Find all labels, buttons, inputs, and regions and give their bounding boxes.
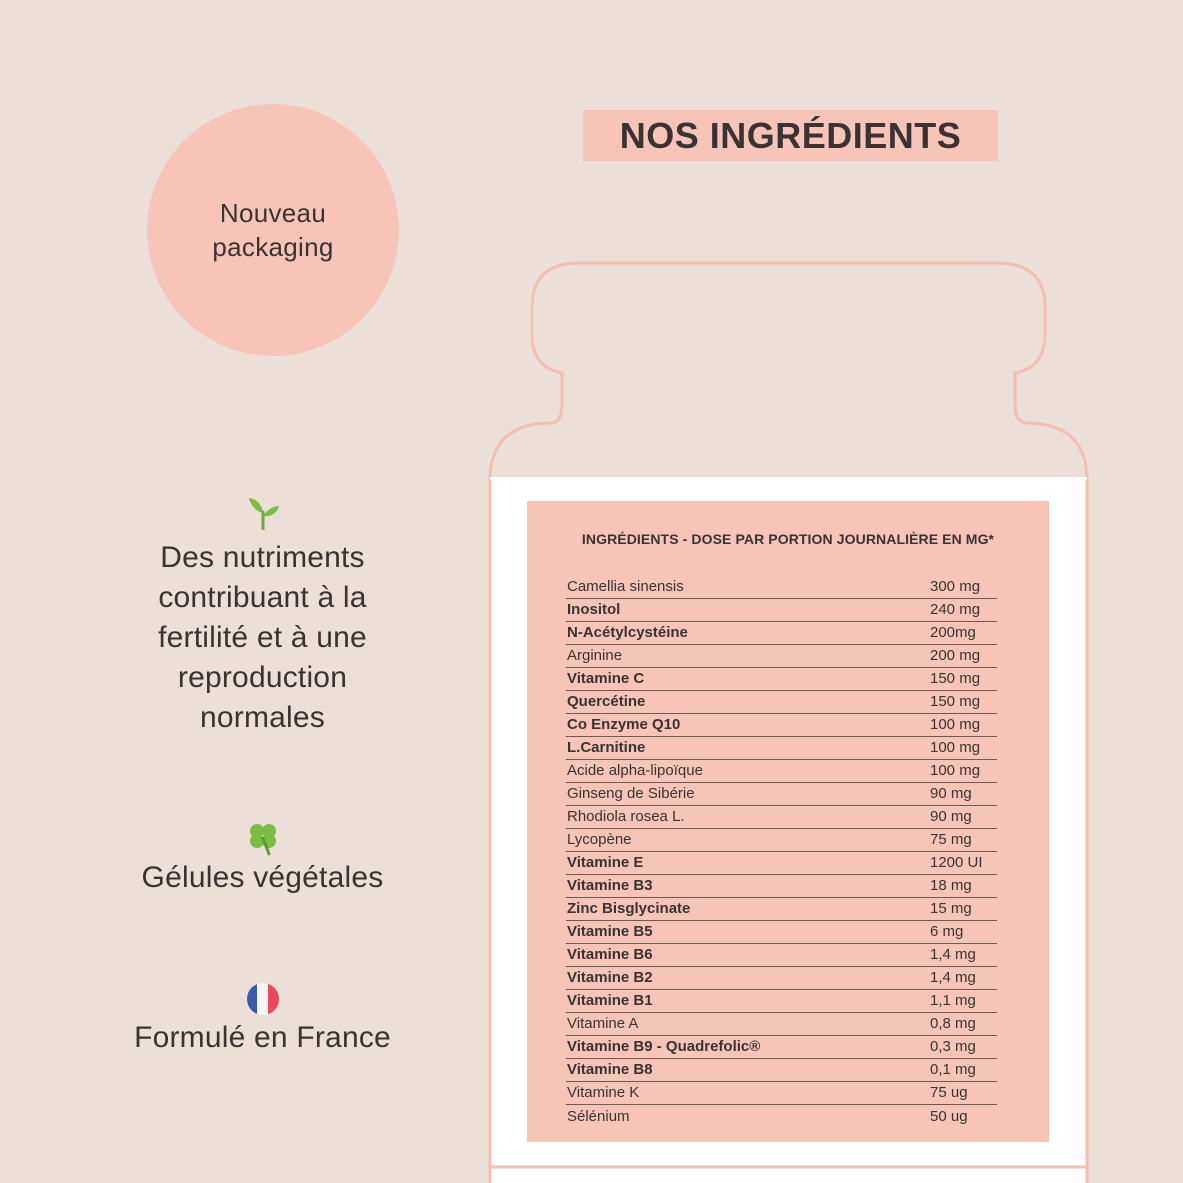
ingredient-row: Acide alpha-lipoïque 100 mg (566, 761, 997, 783)
ingredient-name: Vitamine B3 (567, 877, 653, 894)
ingredient-dose: 200 mg (930, 647, 981, 664)
ingredient-row: Rhodiola rosea L. 90 mg (566, 807, 997, 829)
ingredient-row: Vitamine A 0,8 mg (566, 1014, 997, 1036)
sprout-icon (248, 498, 279, 530)
ingredient-dose: 18 mg (930, 877, 972, 894)
ingredient-name: Vitamine B9 - Quadrefolic® (567, 1038, 761, 1055)
ingredient-name: Vitamine C (567, 670, 645, 687)
ingredient-name: Vitamine B2 (567, 969, 653, 986)
feature-nutrients-line-5: normales (200, 701, 325, 734)
ingredient-row: Zinc Bisglycinate 15 mg (566, 899, 997, 921)
ingredient-dose: 150 mg (930, 693, 981, 710)
ingredient-row: Vitamine C 150 mg (566, 669, 997, 691)
ingredient-row: Vitamine B5 6 mg (566, 922, 997, 944)
ingredient-row: Arginine 200 mg (566, 646, 997, 668)
ingredient-dose: 240 mg (930, 601, 981, 618)
ingredient-dose: 1,4 mg (930, 969, 976, 986)
ingredient-name: Quercétine (567, 693, 646, 710)
feature-made-in-france-text: Formulé en France (134, 1021, 391, 1054)
france-flag-icon (246, 983, 279, 1015)
feature-nutrients: Des nutriments contribuant à la fertilit… (90, 492, 435, 738)
feature-nutrients-line-4: reproduction (177, 661, 348, 694)
ingredient-row: Lycopène 75 mg (566, 830, 997, 852)
badge-line-1: Nouveau (219, 198, 327, 228)
ingredient-row: Vitamine B2 1,4 mg (566, 968, 997, 990)
ingredient-dose: 0,8 mg (930, 1015, 976, 1032)
ingredient-name: Vitamine B6 (567, 946, 653, 963)
ingredient-name: Inositol (567, 601, 621, 618)
ingredient-dose: 100 mg (930, 716, 981, 733)
clover-icon (249, 824, 276, 856)
ingredient-row: Vitamine B1 1,1 mg (566, 991, 997, 1013)
ingredient-name: Sélénium (567, 1108, 630, 1125)
ingredient-row: Quercétine 150 mg (566, 692, 997, 714)
ingredient-name: Arginine (567, 647, 623, 664)
ingredient-row: Vitamine B8 0,1 mg (566, 1060, 997, 1082)
ingredient-name: Vitamine K (567, 1084, 640, 1101)
ingredient-row: Vitamine B3 18 mg (566, 876, 997, 898)
ingredient-name: Acide alpha-lipoïque (567, 762, 703, 779)
ingredient-dose: 90 mg (930, 808, 972, 825)
ingredient-name: N-Acétylcystéine (567, 624, 688, 641)
ingredient-name: Vitamine B8 (567, 1061, 653, 1078)
ingredient-name: Ginseng de Sibérie (567, 785, 695, 802)
ingredient-name: Vitamine E (567, 854, 644, 871)
ingredient-dose: 1,4 mg (930, 946, 976, 963)
badge-line-2: packaging (212, 232, 334, 262)
ingredient-dose: 150 mg (930, 670, 981, 687)
ingredient-dose: 50 ug (930, 1108, 968, 1125)
ingredient-dose: 15 mg (930, 900, 972, 917)
feature-made-in-france: Formulé en France (90, 982, 435, 1058)
new-packaging-badge: Nouveau packaging (147, 104, 399, 356)
ingredient-name: Rhodiola rosea L. (567, 808, 685, 825)
ingredient-name: Lycopène (567, 831, 632, 848)
feature-nutrients-line-1: Des nutriments (160, 541, 365, 574)
ingredient-dose: 1200 UI (930, 854, 983, 871)
ingredient-dose: 0,1 mg (930, 1061, 976, 1078)
ingredient-dose: 75 ug (930, 1084, 968, 1101)
ingredient-dose: 100 mg (930, 762, 981, 779)
ingredient-row: Vitamine E 1200 UI (566, 853, 997, 875)
ingredients-table: Camellia sinensis 300 mg Inositol 240 mg N-A… (566, 577, 997, 1129)
ingredient-dose: 90 mg (930, 785, 972, 802)
ingredient-name: Vitamine B5 (567, 923, 653, 940)
ingredient-row: L.Carnitine 100 mg (566, 738, 997, 760)
ingredient-dose: 100 mg (930, 739, 981, 756)
ingredient-dose: 200mg (930, 624, 976, 641)
page-title: NOS INGRÉDIENTS (583, 110, 998, 161)
feature-vegetable-capsules-text: Gélules végétales (141, 861, 384, 894)
ingredient-row: Inositol 240 mg (566, 600, 997, 622)
ingredient-name: Zinc Bisglycinate (567, 900, 691, 917)
ingredient-row: Camellia sinensis 300 mg (566, 577, 997, 599)
ingredient-name: Vitamine B1 (567, 992, 653, 1009)
ingredient-dose: 0,3 mg (930, 1038, 976, 1055)
feature-vegetable-capsules: Gélules végétales (90, 820, 435, 898)
ingredients-label: INGRÉDIENTS - DOSE PAR PORTION JOURNALIÈ… (527, 501, 1049, 1142)
ingredient-dose: 6 mg (930, 923, 964, 940)
ingredient-row: Vitamine K 75 ug (566, 1083, 997, 1105)
label-heading: INGRÉDIENTS - DOSE PAR PORTION JOURNALIÈ… (581, 531, 995, 547)
feature-nutrients-line-3: fertilité et à une (158, 621, 367, 654)
ingredient-row: Vitamine B9 - Quadrefolic® 0,3 mg (566, 1037, 997, 1059)
ingredient-row: Vitamine B6 1,4 mg (566, 945, 997, 967)
ingredient-row: Sélénium 50 ug (566, 1106, 997, 1128)
ingredient-dose: 75 mg (930, 831, 972, 848)
ingredient-name: L.Carnitine (567, 739, 646, 756)
ingredient-row: Co Enzyme Q10 100 mg (566, 715, 997, 737)
ingredient-name: Camellia sinensis (567, 578, 684, 595)
ingredient-row: Ginseng de Sibérie 90 mg (566, 784, 997, 806)
ingredient-row: N-Acétylcystéine 200mg (566, 623, 997, 645)
ingredient-name: Co Enzyme Q10 (567, 716, 681, 733)
ingredient-dose: 1,1 mg (930, 992, 976, 1009)
feature-nutrients-line-2: contribuant à la (158, 581, 367, 614)
ingredient-name: Vitamine A (567, 1015, 639, 1032)
ingredient-dose: 300 mg (930, 578, 981, 595)
